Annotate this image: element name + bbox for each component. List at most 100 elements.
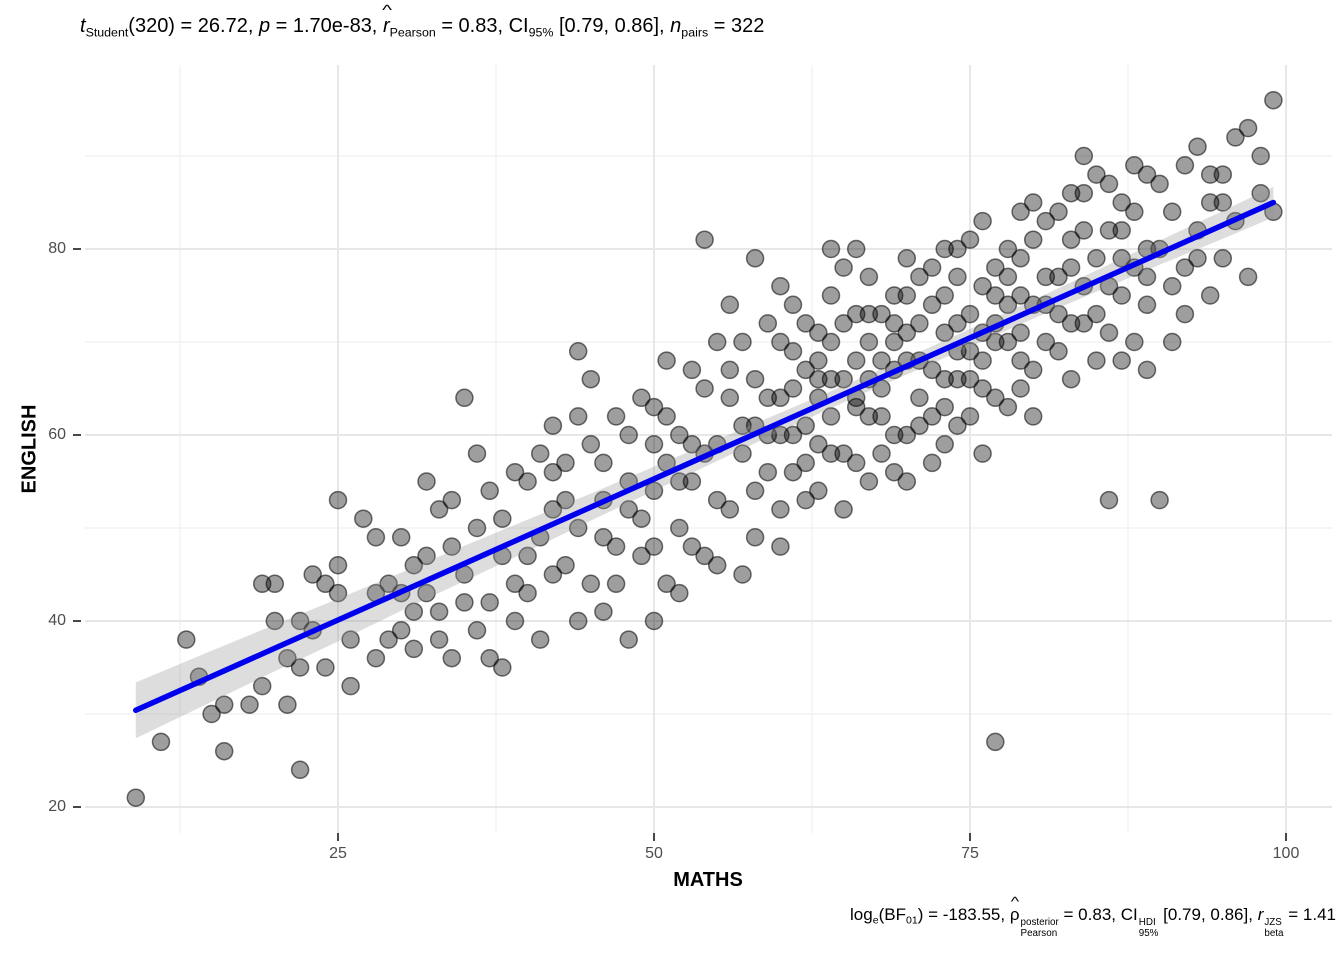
x-tick-label: 50 [645,845,663,862]
data-point [1137,295,1157,315]
data-point [859,407,879,426]
data-point [935,369,954,389]
data-point [417,583,436,603]
data-point [1011,202,1030,222]
stacked-script: JZS beta [1264,916,1284,940]
data-point [935,286,954,305]
data-point [543,416,563,435]
data-point [670,583,689,603]
data-point [619,630,638,649]
data-point [948,239,967,259]
data-point [1112,193,1131,212]
data-point [594,453,613,473]
data-point [429,500,449,519]
data-point [391,528,411,547]
data-point [619,500,638,519]
stacked-script: HDI 95% [1138,916,1159,940]
data-point [783,425,803,445]
data-point [783,379,803,398]
data-point [606,407,626,426]
data-point [606,537,626,556]
data-point [493,509,512,528]
data-point [518,472,537,491]
data-point [821,239,841,259]
data-point [518,546,537,566]
data-point [568,611,588,631]
data-point [1061,183,1081,203]
data-point [1175,258,1195,277]
data-point [480,593,499,612]
data-point [1099,323,1119,342]
data-point [1112,221,1131,240]
stat-text-segment: ρ [1010,901,1020,928]
data-point [151,732,171,752]
stat-text-segment: r [1257,905,1264,924]
data-point [771,500,790,519]
subscript: Student [85,25,129,40]
data-point [1137,267,1157,287]
data-point [783,342,803,361]
data-point [341,676,360,696]
data-point [429,602,449,621]
data-point [973,211,992,231]
x-tick-label: 75 [961,845,979,862]
data-point [1099,221,1119,240]
data-point [290,611,310,631]
data-point [821,369,841,389]
data-point [644,537,664,556]
data-point [745,528,765,547]
data-point [922,258,942,277]
data-point [998,239,1018,259]
data-point [278,695,297,714]
data-point [897,323,917,342]
data-point [1125,332,1144,352]
data-point [986,332,1005,352]
data-point [543,500,563,519]
data-point [505,611,525,631]
data-point [632,509,651,528]
data-point [543,462,563,482]
data-point [783,295,803,315]
data-point [455,388,474,408]
data-point [530,444,550,463]
data-point [1074,146,1094,166]
data-point [1213,165,1233,184]
data-point [973,379,992,398]
data-point [834,258,853,277]
stat-text-segment: = 1.70e-83, [270,15,383,37]
data-point [1175,304,1195,324]
data-point [859,304,879,324]
data-point [1087,165,1106,184]
data-point [1061,230,1081,249]
confidence-band [135,186,1274,739]
stat-text-segment: = 0.83, CI [435,15,529,37]
data-point [733,332,752,352]
data-point [1074,314,1094,333]
data-point [1125,156,1144,175]
data-point [1049,342,1068,361]
data-point [682,435,702,454]
data-point [556,490,575,510]
data-point [126,788,146,807]
data-point [1011,351,1030,370]
data-point [973,351,992,370]
data-point [644,435,664,454]
y-tick-label: 80 [48,240,66,257]
x-tick-label: 25 [329,845,347,862]
data-point [657,407,676,426]
data-point [809,369,828,389]
data-point [1162,202,1182,222]
data-point [1150,174,1169,194]
data-point [682,472,702,491]
data-point [240,695,259,714]
data-point [1011,249,1030,268]
data-point [948,314,967,333]
data-point [834,369,853,389]
data-point [594,528,613,547]
data-point [328,555,348,575]
data-point [733,416,752,435]
data-point [846,239,866,259]
data-point [986,732,1005,752]
stat-text-segment: t [80,15,86,37]
data-point [960,304,980,324]
